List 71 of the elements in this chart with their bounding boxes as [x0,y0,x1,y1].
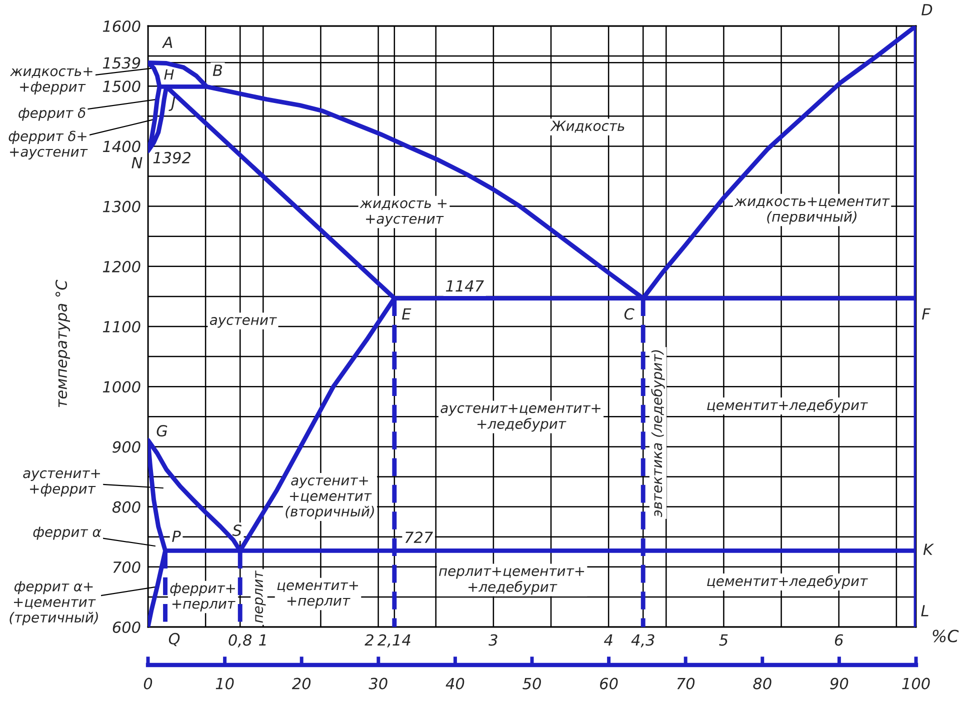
x2-tick-label: 40 [446,678,464,690]
annotation: G [156,424,168,437]
annotation: феррит+ +перлит [170,582,236,612]
x-tick-label: 2 [364,634,374,646]
x2-tick-label: 50 [522,678,541,690]
annotation: жидкость+цементит (первичный) [734,197,890,224]
y-tick-label: 1200 [102,260,140,272]
y-tick-label: 1400 [102,140,140,152]
annotation: Жидкость [550,120,624,133]
annotation: J [168,96,176,111]
annotation: аустенит+цементит+ +ледебурит [440,404,600,432]
annotation: K [923,544,934,555]
annotation: C [624,308,634,320]
y-tick-label: 900 [112,441,140,453]
annotation: P [172,530,181,542]
annotation: Q [168,632,180,646]
annotation: N [132,157,142,168]
annotation: перлит+цементит+ +ледебурит [439,567,584,595]
x2-tick-label: 10 [216,678,234,690]
x2-tick-label: 100 [902,678,930,690]
x-tick-label: 2,14 [377,634,410,648]
y-tick-label: 1000 [102,381,140,393]
annotation: A [162,36,172,48]
annotation: цементит+ +перлит [277,581,358,608]
x-tick-label: 5 [719,634,728,646]
y-tick-label: 1600 [102,20,140,32]
annotation: жидкость+ +феррит [10,67,92,94]
annotation: 1392 [153,152,190,164]
x2-tick-label: 80 [753,678,772,690]
y-tick-label: 1539 [102,57,140,69]
annotation: цементит+ледебурит [707,575,868,589]
x-tick-label: 3 [488,634,498,646]
y-tick-label: 600 [112,621,140,634]
annotation: E [402,308,412,320]
x-tick-label: 4,3 [631,634,654,648]
x-tick-label: 0,8 [228,634,252,648]
annotation: 1147 [446,280,484,292]
annotation: 727 [405,532,434,543]
annotation: феррит δ [18,108,86,121]
annotation: аустенит [210,317,277,328]
text: аустенит+ +феррит [23,469,100,496]
y-tick-label: 800 [112,501,140,513]
x2-tick-label: 0 [144,678,152,690]
annotation: D [922,4,932,16]
x2-tick-label: 30 [368,678,388,690]
annotation: перлит [255,570,266,623]
annotation: аустенит+ +цементит (вторичный) [286,476,374,520]
annotation: L [921,605,928,616]
annotation: B [212,64,222,76]
y-tick-label: 700 [113,561,140,573]
annotation: феррит δ+ +аустенит [8,130,88,160]
annotation: эвтектика (ледебурит) [651,350,665,518]
x2-tick-label: 90 [830,678,848,690]
text: феррит α [33,526,102,540]
y-axis-title: температура °C [55,280,70,408]
y-tick-label: 1500 [102,80,140,92]
annotation: жидкость + +аустенит [360,199,447,226]
x2-tick-label: 70 [677,678,695,690]
x-tick-label: 4 [604,634,612,646]
annotation: H [164,69,174,80]
annotation: F [922,308,931,320]
annotation: S [232,524,242,536]
annotation: цементит+ледебурит [707,399,868,413]
y-tick-label: 1300 [102,200,140,212]
x-axis-title: %C [932,630,959,642]
x2-tick-label: 60 [600,678,618,690]
x-tick-label: 6 [834,634,844,646]
x-tick-label: 1 [259,634,266,646]
x2-tick-label: 20 [292,678,311,690]
annotation: феррит α+ +цементит (третичный) [10,581,98,626]
y-tick-label: 1100 [102,320,140,333]
